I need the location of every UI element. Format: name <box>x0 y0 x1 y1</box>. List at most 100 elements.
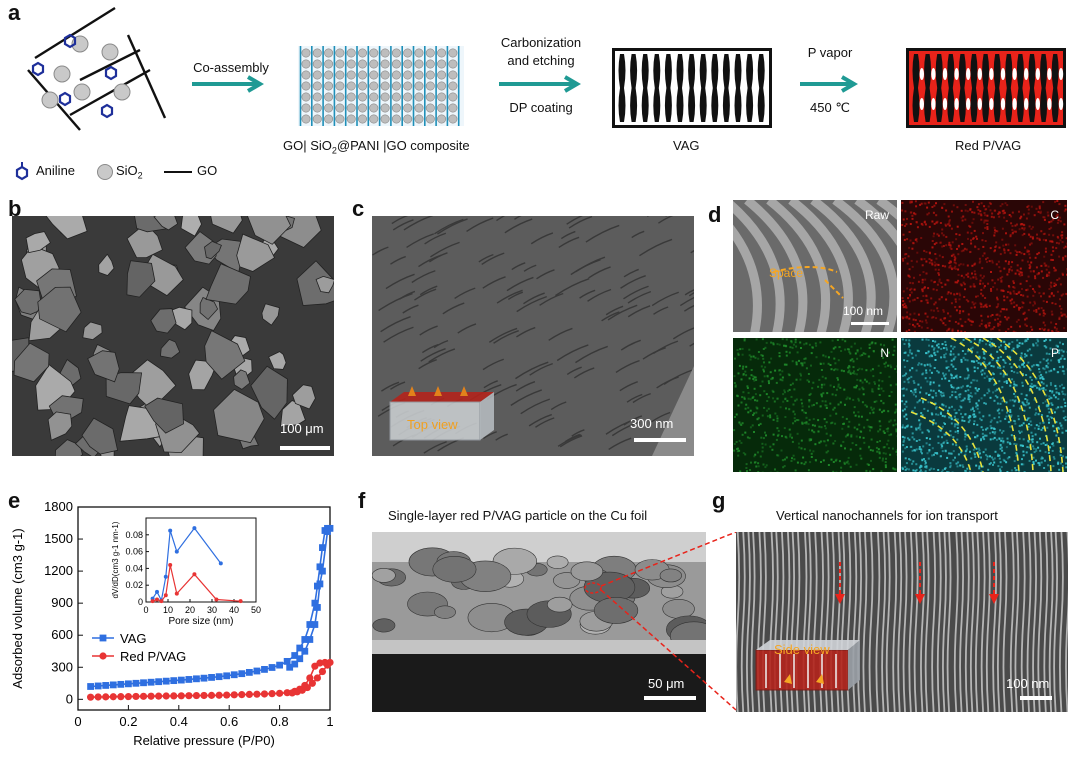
data-point <box>109 681 117 689</box>
y-tick-label: 1200 <box>44 563 73 578</box>
map-c-label: C <box>1050 208 1059 222</box>
data-point <box>253 690 261 698</box>
co-assembly-label: Co-assembly <box>193 60 269 75</box>
data-point <box>170 692 178 700</box>
composite-scheme <box>298 46 464 126</box>
data-point <box>230 671 238 679</box>
x-tick-label: 0.8 <box>271 714 289 729</box>
inset-x-axis-label: Pore size (nm) <box>168 616 233 627</box>
panel-f-title: Single-layer red P/VAG particle on the C… <box>388 508 648 523</box>
dp-coating-label: DP coating <box>509 100 573 115</box>
data-point <box>94 693 102 701</box>
data-point <box>318 667 327 676</box>
top-view-inset <box>389 386 494 441</box>
tem-image-c: Top view 300 nm <box>372 216 694 456</box>
y-tick-label: 900 <box>51 595 73 610</box>
data-point <box>260 690 269 698</box>
data-point <box>286 663 294 671</box>
data-point <box>193 675 200 683</box>
data-point <box>323 661 332 669</box>
legend-aniline: Aniline <box>36 163 76 178</box>
data-point <box>200 674 208 682</box>
data-point <box>155 692 163 700</box>
inset-data-point <box>192 572 197 577</box>
inset-data-point <box>192 526 197 531</box>
y-tick-label: 300 <box>51 659 73 674</box>
data-point <box>296 655 304 663</box>
x-tick-label: 0.2 <box>119 714 137 729</box>
data-point <box>283 657 291 665</box>
scale-bar-b-text: 100 μm <box>280 421 324 436</box>
legend-marker <box>99 652 107 660</box>
data-point <box>177 692 185 700</box>
molecule-scheme <box>27 6 167 131</box>
data-point <box>132 679 140 687</box>
scale-bar-f-text: 50 μm <box>648 676 685 691</box>
data-point <box>192 691 201 700</box>
p-vapor-label: P vapor <box>807 45 853 60</box>
data-point <box>215 691 223 699</box>
data-point <box>117 693 125 701</box>
space-annotation: Space <box>769 266 804 280</box>
inset-data-point <box>163 593 168 598</box>
inset-data-point <box>150 599 155 604</box>
inset-x-tick-label: 0 <box>143 605 148 615</box>
data-point <box>94 682 102 690</box>
data-point <box>102 693 110 701</box>
inset-x-tick-label: 30 <box>207 605 217 615</box>
data-point <box>124 692 132 701</box>
inset-y-tick-label: 0.04 <box>125 563 143 573</box>
data-point <box>268 664 276 671</box>
arrow-1-icon <box>192 75 264 93</box>
scale-bar-d <box>851 322 889 325</box>
top-view-label: Top view <box>407 417 458 432</box>
panel-g-title: Vertical nanochannels for ion transport <box>776 508 998 523</box>
data-point <box>306 636 314 643</box>
side-view-label: Side view <box>774 642 830 657</box>
arrow-2-icon <box>499 75 581 93</box>
data-point <box>316 563 324 571</box>
panel-c-label: c <box>352 196 365 221</box>
data-point <box>313 674 321 682</box>
data-point <box>207 691 216 699</box>
inset-data-point <box>214 597 219 602</box>
data-point <box>87 683 94 690</box>
map-c: C <box>901 200 1067 332</box>
map-p: P <box>901 338 1067 472</box>
data-point <box>177 676 185 684</box>
inset-data-point <box>155 597 159 602</box>
data-point <box>245 690 253 699</box>
sem-image-f: 50 μm <box>372 532 706 712</box>
data-point <box>132 692 140 701</box>
carbonization-label: Carbonization <box>500 35 582 50</box>
data-point <box>261 666 268 673</box>
y-tick-label: 1800 <box>44 499 73 514</box>
inset-data-point <box>174 591 179 596</box>
data-point <box>276 689 284 697</box>
sio2-icon <box>97 164 113 180</box>
x-tick-label: 1 <box>326 714 333 729</box>
inset-data-point <box>168 528 173 533</box>
zoom-lines <box>584 532 737 711</box>
y-tick-label: 1500 <box>44 531 73 546</box>
panel-g-label: g <box>712 488 726 513</box>
inset-x-tick-label: 20 <box>185 605 195 615</box>
y-tick-label: 0 <box>66 691 73 706</box>
data-point <box>306 621 314 628</box>
data-point <box>109 693 117 701</box>
data-point <box>230 691 238 699</box>
data-point <box>185 692 193 700</box>
temperature-label: 450 ℃ <box>810 100 850 115</box>
aniline-icon <box>15 162 29 181</box>
data-point <box>139 692 148 700</box>
inset-data-point <box>159 599 164 604</box>
inset-data-point <box>168 563 173 568</box>
legend-marker <box>99 634 107 642</box>
scale-bar-f <box>644 696 696 700</box>
inset-x-tick-label: 10 <box>163 605 173 615</box>
data-point <box>316 580 324 588</box>
inset-data-point <box>174 549 179 554</box>
data-point <box>245 668 253 676</box>
legend-label: VAG <box>120 631 147 646</box>
plot-frame <box>77 506 331 711</box>
